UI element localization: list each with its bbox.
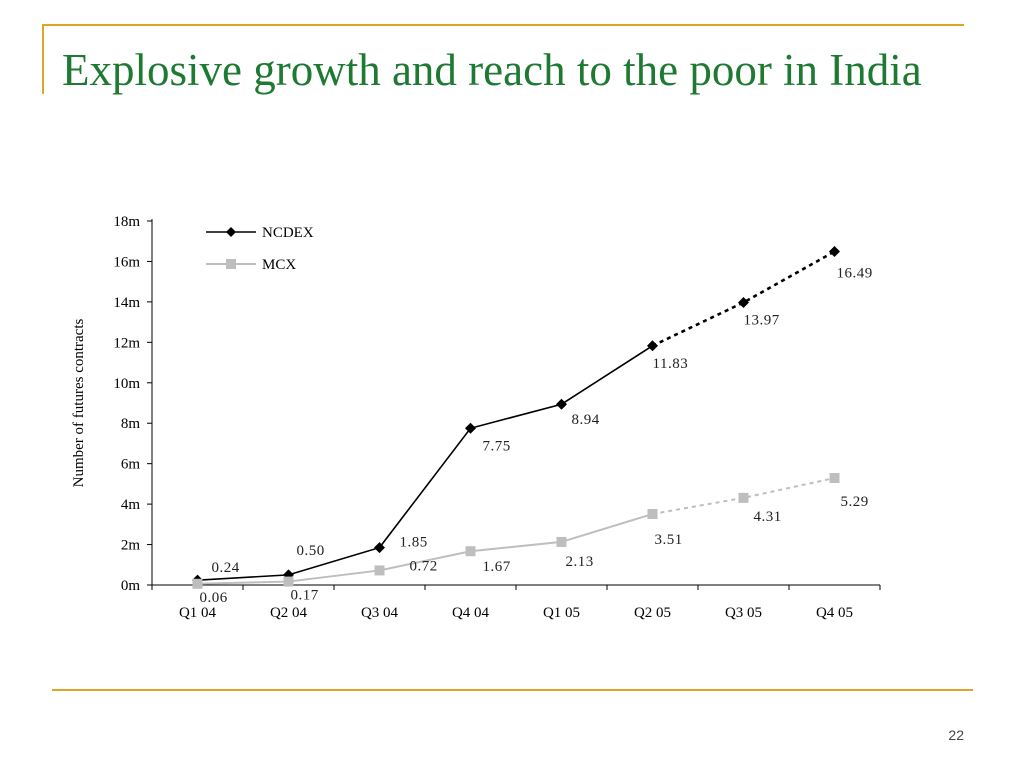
legend-marker-ncdex [226,227,236,237]
data-label: 0.24 [212,560,240,576]
y-tick-label: 2m [121,538,141,554]
y-tick-label: 18m [113,214,140,230]
data-point-mcx [556,536,567,547]
y-tick-label: 6m [121,457,141,473]
data-label: 8.94 [572,412,600,428]
x-tick-label: Q4 04 [452,605,490,621]
data-label: 7.75 [483,438,511,454]
x-tick-label: Q1 04 [179,605,217,621]
data-point-mcx [465,546,476,557]
data-label: 0.06 [200,590,228,606]
data-label: 4.31 [754,509,782,525]
data-point-mcx [738,492,749,503]
data-label: 5.29 [841,494,869,510]
series-line-ncdex [197,345,653,581]
series-line-mcx [197,513,653,585]
x-tick-label: Q3 04 [361,605,399,621]
data-label: 0.17 [291,588,319,604]
data-label: 0.72 [410,558,438,574]
data-point-mcx [192,578,203,589]
legend-marker-mcx [226,259,236,269]
y-axis-title: Number of futures contracts [71,318,87,487]
top-accent-rule [42,24,964,26]
bottom-accent-rule [52,689,973,691]
data-label: 1.67 [483,559,511,575]
y-tick-label: 12m [113,335,140,351]
x-tick-label: Q2 04 [270,605,308,621]
series-projection-line-mcx [652,477,835,516]
series-projection-line-ncdex [651,250,836,347]
data-point-ncdex [829,246,840,258]
data-point-ncdex [647,340,658,352]
data-point-ncdex [465,422,476,434]
slide-title: Explosive growth and reach to the poor i… [62,45,922,95]
x-tick-label: Q3 05 [725,605,762,621]
data-point-mcx [647,509,658,520]
data-label: 2.13 [566,554,594,570]
data-point-ncdex [556,398,567,410]
data-point-mcx [374,565,385,576]
data-label: 1.85 [400,535,428,551]
data-label: 0.50 [297,543,325,559]
data-label: 13.97 [744,312,780,328]
x-tick-label: Q4 05 [816,605,853,621]
y-tick-label: 14m [113,295,140,311]
data-point-ncdex [738,296,749,308]
data-point-mcx [283,576,294,587]
left-accent-rule [42,24,44,94]
x-tick-label: Q1 05 [543,605,580,621]
data-label: 3.51 [655,532,683,548]
data-point-ncdex [374,542,385,554]
data-point-mcx [829,473,840,484]
x-tick-label: Q2 05 [634,605,671,621]
data-label: 16.49 [837,266,873,282]
y-tick-label: 0m [121,578,141,594]
legend-label-ncdex: NCDEX [262,225,314,241]
y-tick-label: 8m [121,416,141,432]
legend-label-mcx: MCX [262,257,296,273]
data-label: 11.83 [653,356,689,372]
y-tick-label: 16m [113,254,140,270]
y-tick-label: 10m [113,376,140,392]
page-number: 22 [948,727,964,743]
y-tick-label: 4m [121,497,141,513]
